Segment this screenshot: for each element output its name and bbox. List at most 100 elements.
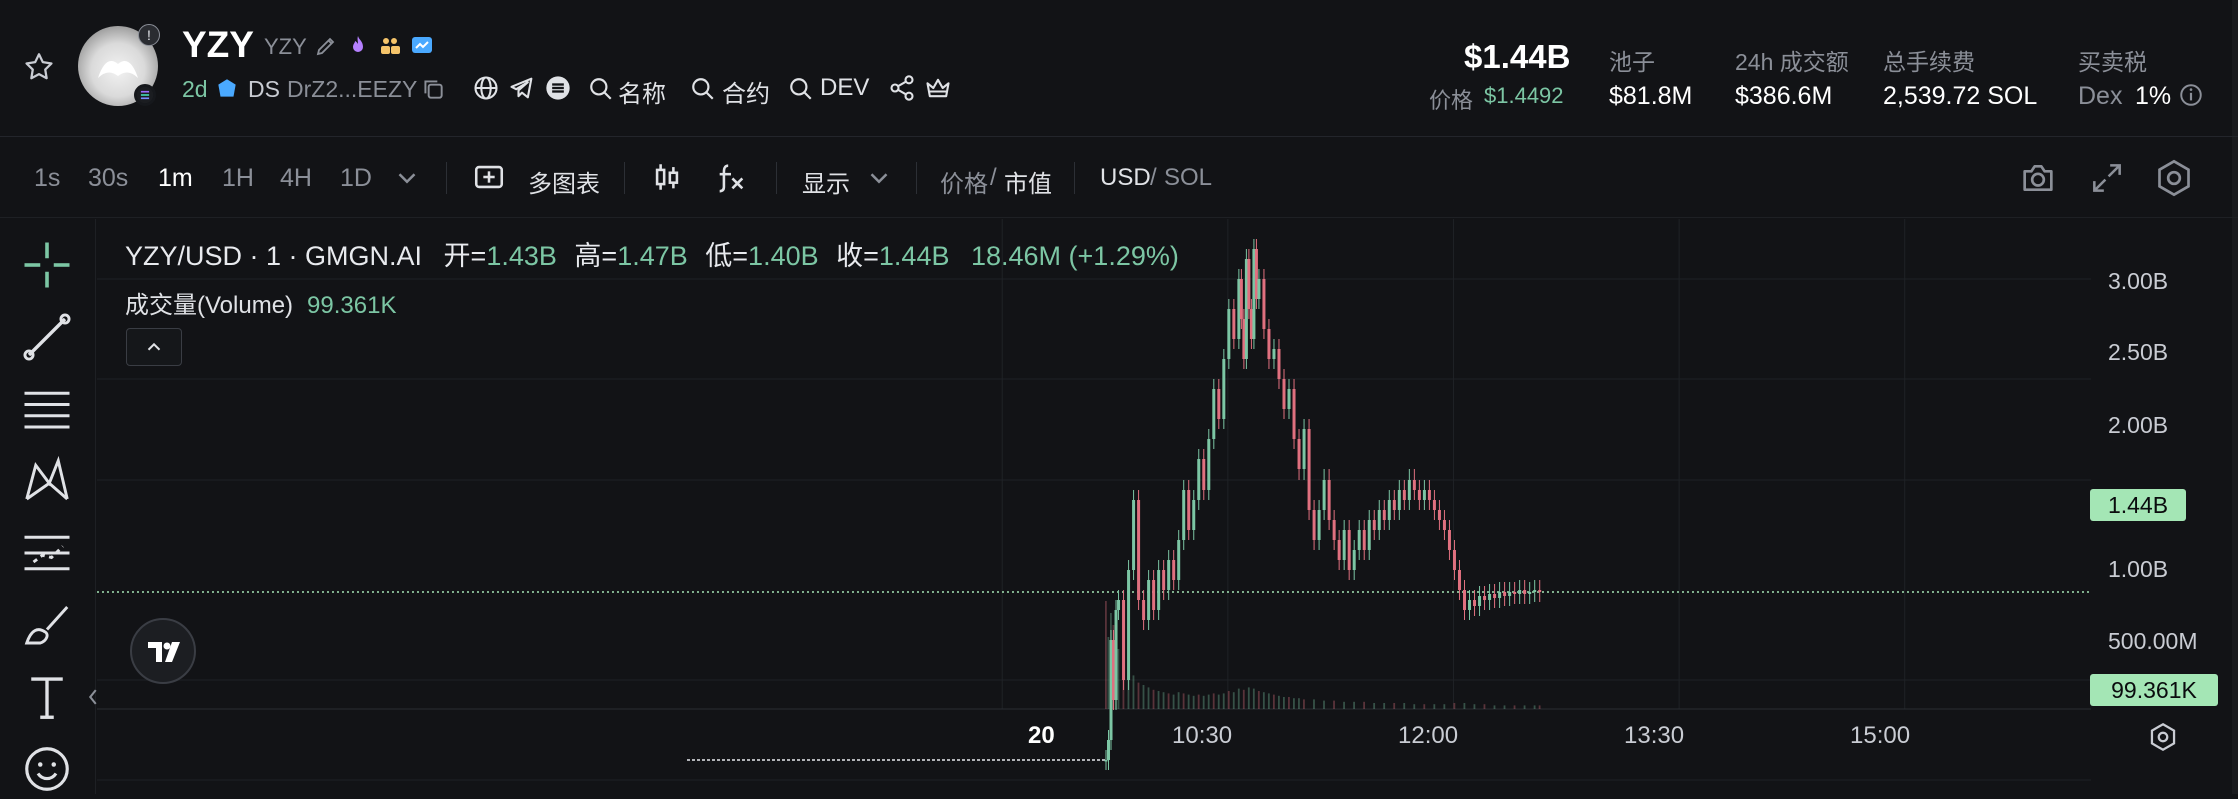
low-label: 低= [705, 241, 749, 271]
collapse-legend-button[interactable] [126, 328, 182, 366]
fib-icon[interactable] [20, 382, 74, 436]
timeframe-1m[interactable]: 1m [158, 164, 193, 192]
volume-bar [1353, 701, 1355, 709]
trendline-icon[interactable] [20, 310, 74, 364]
candle-body [1397, 490, 1401, 510]
volume-bar [1147, 687, 1150, 709]
search-icon[interactable] [788, 76, 814, 102]
volume-bar [1533, 705, 1536, 709]
ohlc-legend: YZY/USD · 1 · GMGN.AI 开=1.43B 高=1.47B 低=… [125, 234, 1179, 273]
candle-body [1462, 590, 1466, 610]
pattern-icon[interactable] [20, 454, 74, 508]
list-icon[interactable] [544, 74, 572, 102]
volume-bar [1463, 703, 1466, 709]
high-value: 1.47B [617, 241, 688, 271]
toolbar-divider [446, 162, 447, 194]
settings-icon[interactable] [2154, 158, 2194, 198]
crown-icon[interactable] [924, 74, 952, 102]
chart-badge-icon [412, 37, 432, 53]
volume-bar [1252, 688, 1255, 709]
market-cap-toggle[interactable]: 市值 [1004, 171, 1052, 198]
name-search-link[interactable]: 名称 [618, 81, 666, 108]
chart-canvas[interactable] [97, 219, 2238, 794]
crosshair-icon[interactable] [20, 238, 74, 292]
timeframe-1h[interactable]: 1H [222, 164, 254, 192]
projection-icon[interactable] [20, 526, 74, 580]
star-icon[interactable] [22, 50, 56, 84]
total-fees-value: 2,539.72 SOL [1883, 82, 2038, 110]
candle-body [1317, 510, 1321, 540]
search-icon[interactable] [588, 76, 614, 102]
page-scrollbar[interactable] [2232, 0, 2238, 794]
candle-body [1452, 550, 1456, 570]
add-chart-icon[interactable] [472, 160, 506, 194]
price-toggle[interactable]: 价格 [940, 171, 988, 198]
axis-settings-icon[interactable] [2146, 720, 2180, 754]
volume-bar [1298, 698, 1300, 709]
usd-toggle[interactable]: USD [1100, 164, 1151, 191]
telegram-icon[interactable] [508, 74, 536, 102]
candle-body [1182, 490, 1186, 540]
sol-toggle[interactable]: SOL [1164, 164, 1213, 191]
volume-bar [1413, 704, 1416, 709]
candle-body [1104, 760, 1108, 762]
contract-address[interactable]: DrZ2...EEZY [287, 76, 418, 102]
timeframe-1s[interactable]: 1s [34, 164, 61, 192]
volume-bar [1187, 694, 1190, 709]
last-price-tag: 1.44B [2090, 489, 2186, 521]
candle-body [1447, 530, 1451, 550]
timeframe-30s[interactable]: 30s [88, 164, 129, 192]
chart-toolbar [0, 138, 2238, 218]
brush-icon[interactable] [20, 598, 74, 652]
edit-icon[interactable] [314, 34, 338, 58]
candle-body [1162, 570, 1166, 590]
candle-body [1382, 510, 1386, 520]
candle-body [1227, 309, 1231, 359]
candle-body [1402, 490, 1406, 500]
text-icon[interactable] [20, 670, 74, 724]
y-axis-label: 3.00B [2108, 268, 2169, 294]
volume-bar [1157, 691, 1160, 709]
candle-body [1172, 560, 1176, 580]
volume-bar [1333, 700, 1335, 709]
volume-bar [1323, 700, 1325, 709]
display-menu[interactable]: 显示 [802, 171, 850, 198]
volume-bar [1473, 704, 1476, 709]
chevron-down-icon[interactable] [864, 163, 894, 193]
candles-icon[interactable] [650, 160, 684, 194]
tradingview-logo[interactable] [130, 618, 196, 684]
expand-icon[interactable] [2088, 159, 2126, 197]
chevron-up-icon [147, 342, 161, 351]
camera-icon[interactable] [2018, 158, 2058, 198]
dev-search-link[interactable]: DEV [820, 74, 870, 101]
candle-body [1287, 389, 1291, 409]
price-chart[interactable] [97, 219, 2238, 794]
candle-body [1488, 594, 1492, 600]
ds-label[interactable]: DS [248, 76, 280, 102]
timeframe-4h[interactable]: 4H [280, 164, 312, 192]
toolbar-divider [916, 162, 917, 194]
multi-chart-button[interactable]: 多图表 [528, 171, 600, 198]
emoji-icon[interactable] [20, 742, 74, 796]
candle-body [1267, 329, 1271, 359]
token-logo-mark [98, 61, 138, 78]
warning-badge[interactable]: ! [138, 24, 160, 46]
volume-bar [1503, 705, 1506, 709]
fx-icon[interactable] [714, 160, 748, 194]
share-icon[interactable] [888, 74, 916, 102]
token-age: 2d [182, 76, 208, 102]
globe-icon[interactable] [472, 74, 500, 102]
timeframe-1d[interactable]: 1D [340, 164, 372, 192]
copy-icon[interactable] [420, 76, 446, 102]
info-icon[interactable] [2178, 82, 2204, 108]
collapse-toolbar-icon[interactable] [86, 686, 100, 708]
candle-body [1312, 510, 1316, 540]
volume-bar [1343, 701, 1345, 709]
search-icon[interactable] [690, 76, 716, 102]
volume-bar [1383, 703, 1386, 709]
contract-search-link[interactable]: 合约 [722, 81, 770, 108]
candle-body [1473, 600, 1477, 606]
chevron-down-icon[interactable] [392, 163, 422, 193]
volume-bar [1117, 649, 1120, 709]
candle-body [1417, 490, 1421, 500]
